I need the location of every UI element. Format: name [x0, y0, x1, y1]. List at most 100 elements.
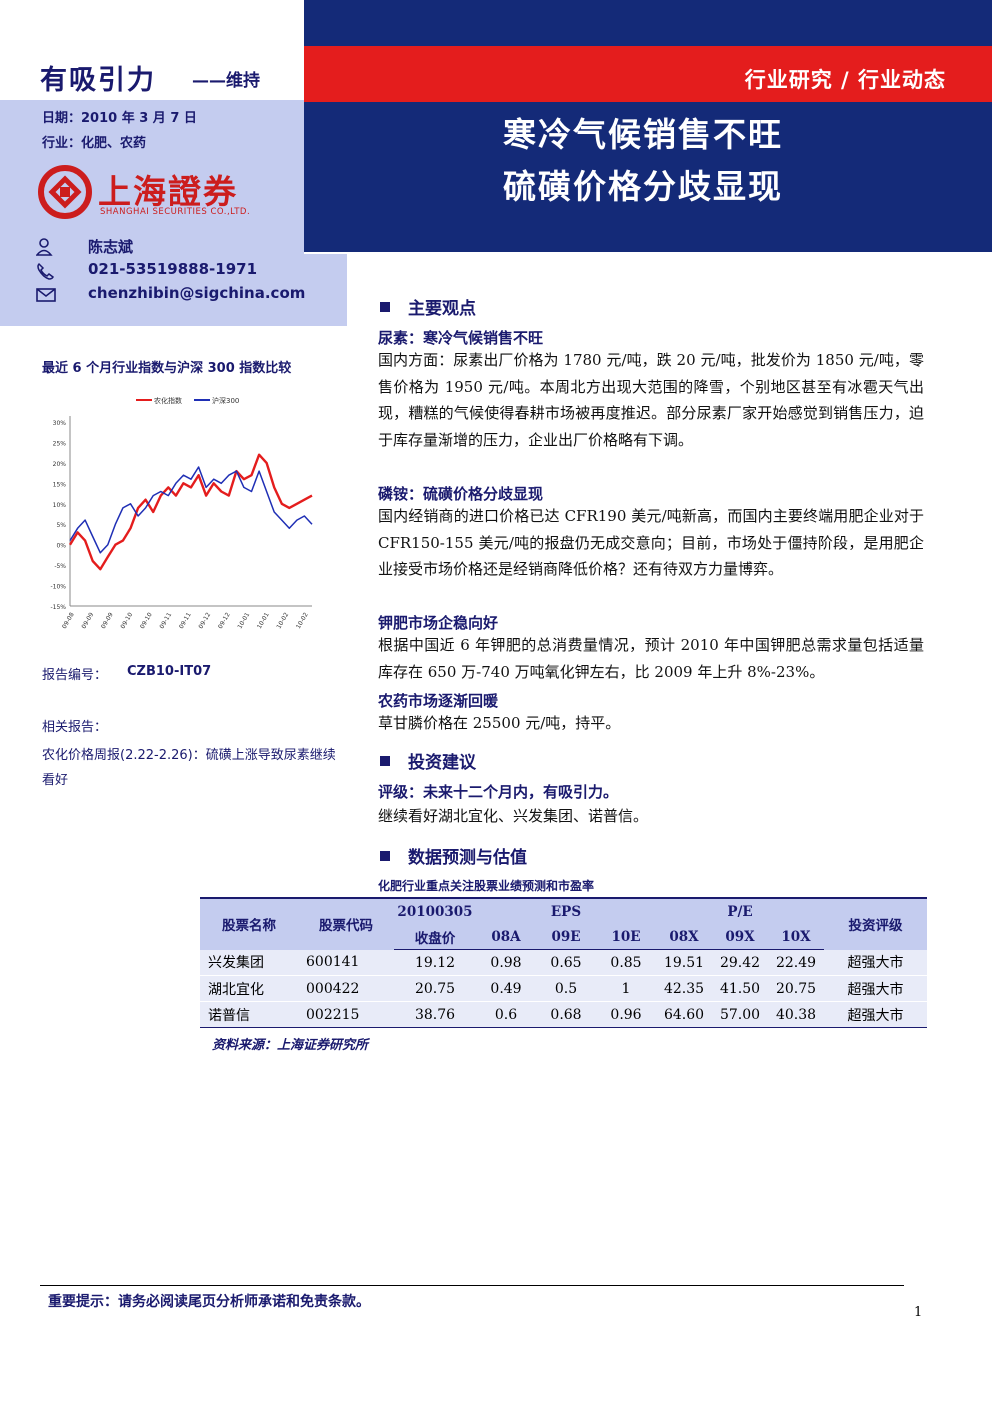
potash-heading: 钾肥市场企稳向好	[378, 614, 499, 632]
cell-code: 000422	[298, 975, 394, 1002]
urea-paragraph: 国内方面：尿素出厂价格为 1780 元/吨，跌 20 元/吨，批发价为 1850…	[378, 351, 924, 449]
logo-english-name: SHANGHAI SECURITIES CO.,LTD.	[100, 207, 251, 217]
cell-pe10: 22.49	[768, 949, 824, 976]
header-pe: P/E	[656, 897, 824, 924]
header-09e: 09E	[536, 924, 596, 950]
x-tick-label: 09-08	[61, 611, 76, 630]
left-info-panel	[0, 100, 304, 254]
header-rating: 投资评级	[824, 897, 927, 950]
cell-eps10: 1	[596, 975, 656, 1002]
analyst-phone: 021-53519888-1971	[88, 260, 258, 278]
envelope-icon	[36, 288, 56, 302]
header-eps: EPS	[476, 897, 656, 924]
related-report-link[interactable]: 农化价格周报(2.22-2.26)：硫磺上涨导致尿素继续看好	[42, 748, 336, 788]
report-title-line1: 寒冷气候销售不旺	[503, 115, 783, 154]
header-stock-name: 股票名称	[200, 897, 298, 950]
analyst-panel	[0, 254, 347, 326]
header-10x: 10X	[768, 924, 824, 950]
cell-close: 19.12	[394, 949, 476, 976]
y-tick-label: -15%	[50, 604, 66, 611]
x-tick-label: 09-10	[119, 611, 134, 630]
x-tick-label: 10-02	[295, 611, 310, 630]
report-number-value: CZB10-IT07	[127, 664, 212, 679]
table-row: 诺普信 002215 38.76 0.6 0.68 0.96 64.60 57.…	[200, 1001, 927, 1028]
x-tick-label: 09-11	[178, 611, 193, 630]
cell-pe08: 42.35	[656, 975, 712, 1002]
page-number: 1	[914, 1305, 923, 1320]
cell-name: 诺普信	[200, 1001, 298, 1028]
y-tick-label: 30%	[53, 420, 67, 427]
legend-label: 沪深300	[212, 396, 239, 405]
table-row: 兴发集团 600141 19.12 0.98 0.65 0.85 19.51 2…	[200, 949, 927, 976]
cell-eps09: 0.5	[536, 975, 596, 1002]
cell-eps10: 0.96	[596, 1001, 656, 1028]
x-tick-label: 10-02	[275, 611, 290, 630]
y-tick-label: -5%	[54, 563, 66, 570]
person-icon	[36, 238, 53, 256]
dap-paragraph: 国内经销商的进口价格已达 CFR190 美元/吨新高，而国内主要终端用肥企业对于…	[378, 507, 924, 578]
y-tick-label: 0%	[56, 543, 66, 550]
rating-sub: ——维持	[192, 71, 260, 91]
x-tick-label: 09-12	[197, 611, 212, 630]
cell-close: 38.76	[394, 1001, 476, 1028]
y-tick-label: 10%	[53, 502, 67, 509]
y-tick-label: 15%	[53, 481, 67, 488]
phone-icon	[37, 262, 54, 280]
forecast-table: 股票名称 股票代码 20100305 EPS P/E 投资评级 收盘价 08A …	[200, 897, 927, 1028]
cell-eps08: 0.98	[476, 949, 536, 976]
bullet-square-icon	[380, 851, 390, 861]
cell-pe09: 41.50	[712, 975, 768, 1002]
y-tick-label: -10%	[50, 584, 66, 591]
y-tick-label: 5%	[56, 522, 66, 529]
cell-eps09: 0.68	[536, 1001, 596, 1028]
logo-mark-icon	[38, 165, 92, 219]
index-comparison-chart: 30% 25% 20% 15% 10% 5% 0% -5% -10% -15%09-08 09-09…	[50, 396, 313, 630]
x-tick-label: 09-11	[158, 611, 173, 630]
y-tick-label: 20%	[53, 461, 67, 468]
advice-paragraph: 继续看好湖北宜化、兴发集团、诺普信。	[378, 807, 649, 825]
header-stock-code: 股票代码	[298, 897, 394, 950]
report-category: 行业研究 / 行业动态	[744, 67, 946, 92]
header-08a: 08A	[476, 924, 536, 950]
company-logo: 上海證券 SHANGHAI SECURITIES CO.,LTD.	[38, 165, 278, 221]
potash-paragraph: 根据中国近 6 年钾肥的总消费量情况，预计 2010 年中国钾肥总需求量包括适量…	[378, 636, 924, 681]
cell-name: 兴发集团	[200, 949, 298, 976]
cell-pe10: 20.75	[768, 975, 824, 1002]
table-caption: 化肥行业重点关注股票业绩预测和市盈率	[378, 879, 595, 893]
rating-label: 有吸引力	[40, 65, 156, 96]
header-navy-band	[304, 0, 992, 46]
advice-rating: 评级：未来十二个月内，有吸引力。	[378, 783, 619, 801]
section-heading-views: 主要观点	[380, 294, 476, 319]
header-red-band	[304, 46, 992, 102]
table-row: 湖北宜化 000422 20.75 0.49 0.5 1 42.35 41.50…	[200, 975, 927, 1002]
section-heading-advice: 投资建议	[380, 748, 476, 773]
header-10e: 10E	[596, 924, 656, 950]
x-tick-label: 09-10	[139, 611, 154, 630]
cell-code: 002215	[298, 1001, 394, 1028]
cell-name: 湖北宜化	[200, 975, 298, 1002]
footer-disclaimer: 重要提示：请务必阅读尾页分析师承诺和免责条款。	[48, 1294, 370, 1310]
x-tick-label: 09-09	[80, 611, 95, 630]
cell-pe09: 57.00	[712, 1001, 768, 1028]
related-reports-label: 相关报告：	[42, 720, 108, 735]
x-tick-label: 10-01	[256, 611, 271, 630]
cell-pe08: 19.51	[656, 949, 712, 976]
cell-code: 600141	[298, 949, 394, 976]
report-number-label: 报告编号：	[42, 668, 108, 683]
cell-eps08: 0.49	[476, 975, 536, 1002]
header-09x: 09X	[712, 924, 768, 950]
cell-pe10: 40.38	[768, 1001, 824, 1028]
footer-divider	[40, 1285, 904, 1286]
header-title-band	[304, 102, 992, 252]
cell-pe08: 64.60	[656, 1001, 712, 1028]
y-tick-label: 25%	[53, 440, 67, 447]
cell-pe09: 29.42	[712, 949, 768, 976]
report-title-line2: 硫磺价格分歧显现	[503, 167, 783, 206]
analyst-email[interactable]: chenzhibin@sigchina.com	[88, 284, 306, 302]
pesticide-paragraph: 草甘膦价格在 25500 元/吨，持平。	[378, 714, 621, 732]
x-tick-label: 10-01	[236, 611, 251, 630]
header-close: 收盘价	[394, 924, 476, 950]
series-line-industry	[68, 453, 313, 571]
x-tick-label: 09-12	[217, 611, 232, 630]
bullet-square-icon	[380, 756, 390, 766]
